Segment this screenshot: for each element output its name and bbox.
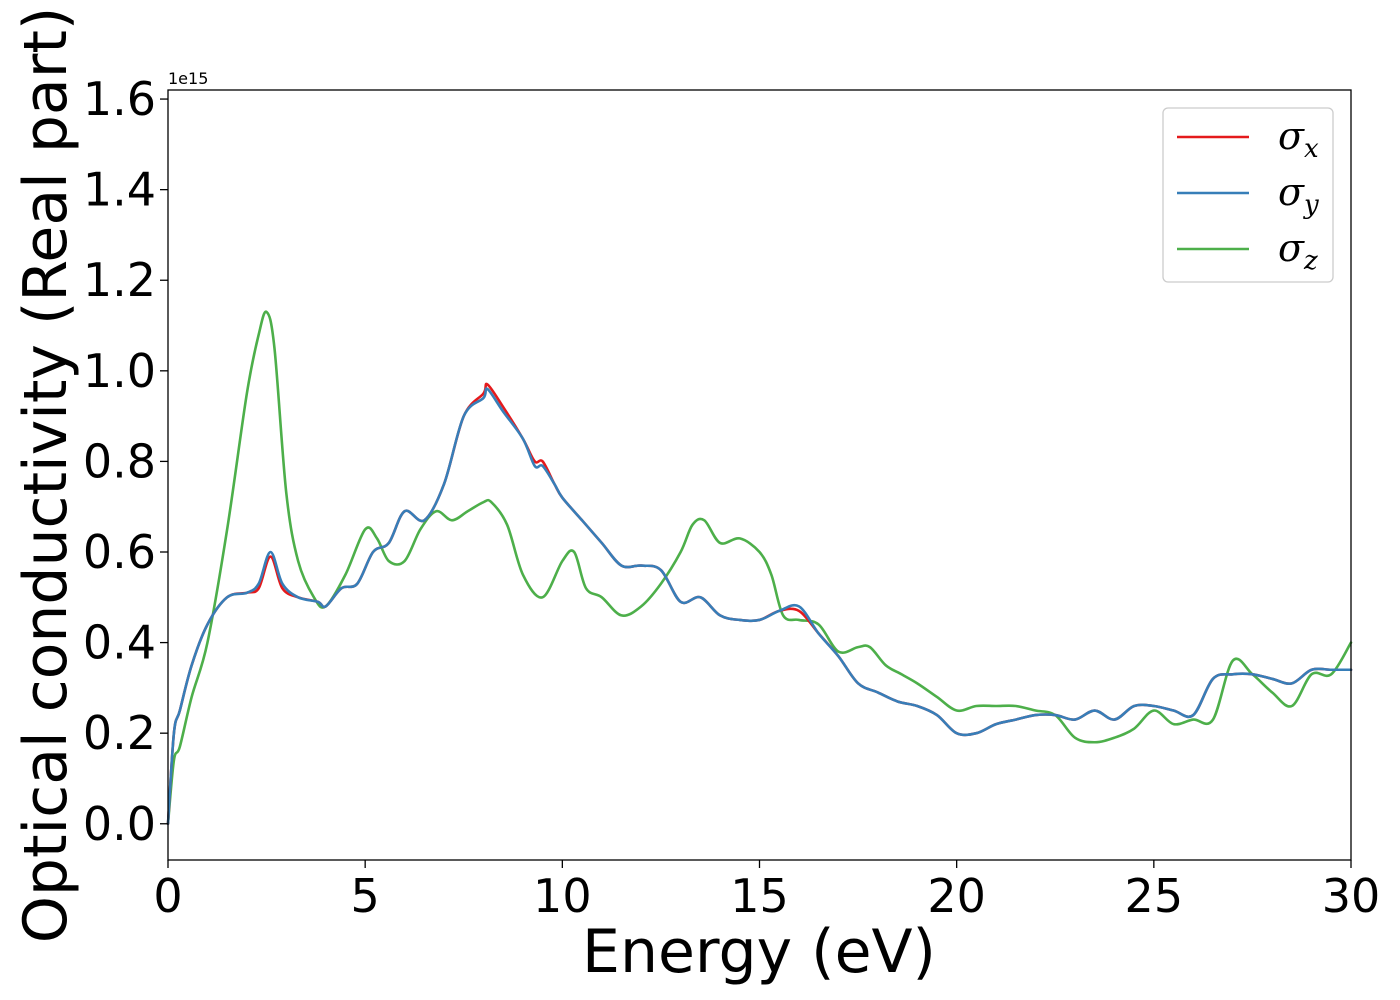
x-tick-label: 5 xyxy=(351,869,380,923)
y-tick-label: 0.6 xyxy=(83,525,156,579)
x-tick-label: 0 xyxy=(153,869,182,923)
y-tick-label: 0.4 xyxy=(83,616,156,670)
series-layer xyxy=(166,310,1353,826)
legend-box xyxy=(1162,107,1334,283)
y-tick-label: 1.6 xyxy=(83,72,156,126)
x-tick-label: 15 xyxy=(730,869,789,923)
y-tick-label: 0.0 xyxy=(83,797,156,851)
y-tick-label: 1.4 xyxy=(83,163,156,217)
y-tick-label: 0.8 xyxy=(83,434,156,488)
y-tick-label: 1.0 xyxy=(83,344,156,398)
y-tick-label: 0.2 xyxy=(83,706,156,760)
x-axis: 0 5 10 15 20 25 30 xyxy=(153,860,1380,923)
series-line-z xyxy=(166,310,1353,826)
x-tick-label: 20 xyxy=(927,869,986,923)
y-axis: 0.0 0.2 0.4 0.6 0.8 1.0 1.2 1.4 1.6 xyxy=(83,72,168,851)
x-tick-label: 30 xyxy=(1322,869,1381,923)
y-tick-label: 1.2 xyxy=(83,253,156,307)
x-tick-label: 10 xyxy=(533,869,592,923)
y-offset-label: 1e15 xyxy=(168,69,208,88)
y-axis-label: Optical conductivity (Real part) xyxy=(11,7,81,944)
x-tick-label: 25 xyxy=(1125,869,1184,923)
x-axis-label: Energy (eV) xyxy=(582,917,936,987)
series-line-y xyxy=(166,387,1353,826)
